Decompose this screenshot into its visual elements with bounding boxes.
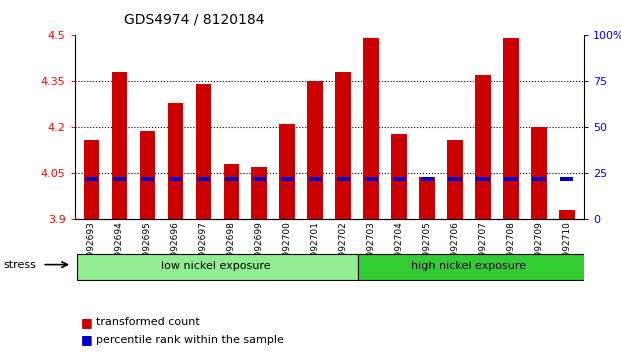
Bar	[560, 210, 574, 219]
Bar	[504, 177, 517, 181]
Bar	[77, 254, 358, 280]
Bar	[307, 81, 323, 219]
Bar	[168, 103, 183, 219]
Bar	[85, 177, 98, 181]
Text: ■: ■	[81, 316, 93, 329]
Bar	[281, 177, 294, 181]
Bar	[532, 177, 545, 181]
Bar	[475, 75, 491, 219]
Bar	[358, 254, 595, 280]
Bar	[224, 164, 239, 219]
Bar	[335, 72, 351, 219]
Bar	[84, 140, 99, 219]
Bar	[169, 177, 182, 181]
Bar	[392, 177, 406, 181]
Text: ■: ■	[81, 333, 93, 346]
Bar	[279, 124, 295, 219]
Bar	[112, 72, 127, 219]
Bar	[532, 127, 546, 219]
Bar	[420, 177, 433, 181]
Bar	[448, 177, 461, 181]
Bar	[391, 133, 407, 219]
Bar	[225, 177, 238, 181]
Bar	[503, 39, 519, 219]
Bar	[560, 177, 573, 181]
Bar	[419, 177, 435, 219]
Bar	[363, 39, 379, 219]
Bar	[252, 167, 267, 219]
Text: percentile rank within the sample: percentile rank within the sample	[96, 335, 284, 345]
Text: high nickel exposure: high nickel exposure	[412, 261, 527, 271]
Bar	[141, 177, 154, 181]
Bar	[253, 177, 266, 181]
Bar	[309, 177, 322, 181]
Text: low nickel exposure: low nickel exposure	[161, 261, 271, 271]
Text: stress: stress	[3, 260, 36, 270]
Text: transformed count: transformed count	[96, 317, 200, 327]
Bar	[447, 140, 463, 219]
Bar	[365, 177, 378, 181]
Bar	[113, 177, 126, 181]
Bar	[476, 177, 489, 181]
Bar	[140, 131, 155, 219]
Text: GDS4974 / 8120184: GDS4974 / 8120184	[124, 12, 265, 26]
Bar	[196, 85, 211, 219]
Bar	[337, 177, 350, 181]
Bar	[197, 177, 210, 181]
